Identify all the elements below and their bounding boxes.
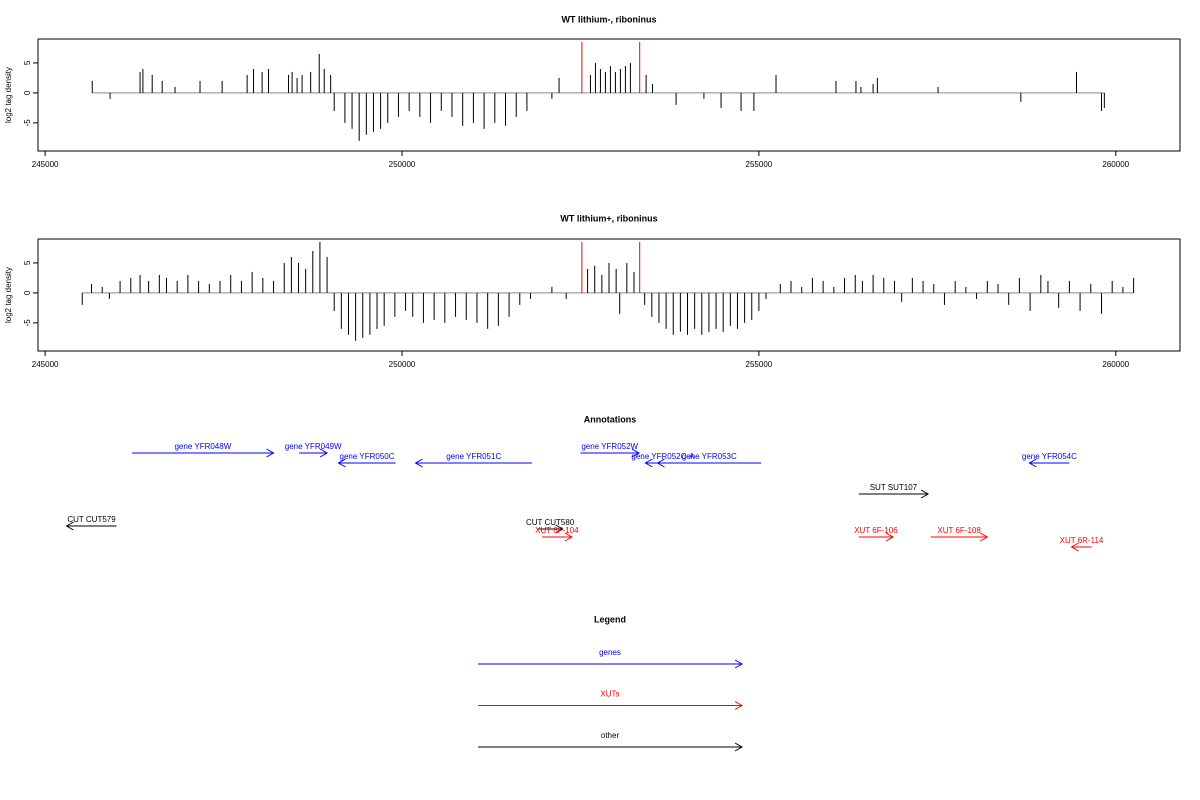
feature-arrow-head [1070,542,1079,552]
feature-label: gene YFR050C [340,452,395,461]
x-tick-label: 255000 [746,160,773,169]
x-tick-label: 250000 [389,360,416,369]
feature-label: XUT 6F-104 [535,526,579,535]
y-tick-label: -5 [23,119,32,127]
feature-arrow-head [337,458,346,468]
y-axis-label: log2 tag density [4,267,13,323]
feature-label: XUT 6F-106 [854,526,898,535]
x-tick-label: 245000 [32,160,59,169]
legend-arrow-head [734,701,744,710]
feature-label: SUT SUT107 [870,483,918,492]
plot-frame [37,238,1181,352]
feature-label: gene YFR052C-A [631,452,695,461]
feature-label: XUT 6F-108 [937,526,981,535]
y-tick-label: 0 [23,290,32,295]
feature-label: gene YFR048W [174,442,231,451]
feature-label: gene YFR051C [446,452,501,461]
y-axis-label: log2 tag density [4,67,13,123]
feature-arrow-head [1028,458,1037,468]
feature-arrow-head [885,532,895,542]
x-tick-label: 250000 [389,160,416,169]
y-tick-label: 5 [23,60,32,65]
legend-title: Legend [594,614,626,624]
legend-arrow-head [734,742,744,752]
feature-arrow-head [65,521,74,531]
x-tick-label: 255000 [746,360,773,369]
x-tick-label: 260000 [1102,360,1129,369]
feature-arrow-head [920,489,930,499]
feature-label: gene YFR053C [682,452,737,461]
feature-arrow-head [555,524,564,534]
annotations-title: Annotations [584,414,637,424]
feature-arrow-head [656,458,665,468]
legend-label: other [601,731,620,740]
feature-arrow-head [319,448,329,458]
y-tick-label: 5 [23,260,32,265]
legend-label: XUTs [600,690,619,699]
y-tick-label: -5 [23,319,32,327]
feature-arrow-head [631,448,640,458]
chart-title: WT lithium+, riboninus [560,213,657,223]
feature-label: CUT CUT580 [526,518,575,527]
feature-label: XUT 6R-114 [1060,536,1104,545]
legend-label: genes [599,648,621,657]
chart-title: WT lithium-, riboninus [562,14,657,24]
feature-label: gene YFR049W [285,442,342,451]
legend-arrow-head [734,659,744,669]
x-tick-label: 260000 [1102,160,1129,169]
feature-arrow-head [564,532,573,542]
y-tick-label: 0 [23,90,32,95]
feature-arrow-head [644,458,653,468]
feature-arrow-head [980,532,989,542]
feature-label: gene YFR054C [1022,452,1077,461]
x-tick-label: 245000 [32,360,59,369]
plot-frame [37,38,1181,152]
feature-label: CUT CUT579 [67,515,116,524]
feature-label: gene YFR052W [581,442,638,451]
feature-arrow-head [266,448,275,458]
feature-arrow-head [414,458,423,468]
